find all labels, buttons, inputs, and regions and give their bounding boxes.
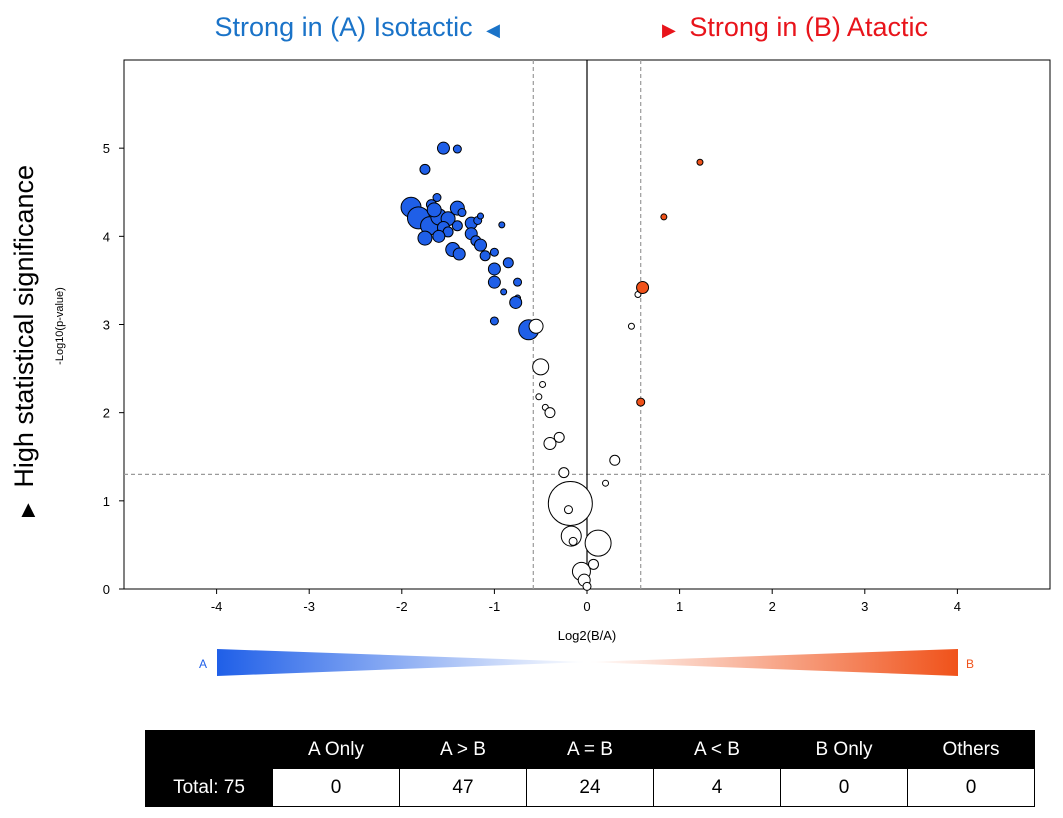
data-point-neutral: [627, 322, 635, 330]
data-point-a: [489, 247, 499, 257]
data-point-neutral: [582, 581, 592, 591]
data-point-a: [457, 208, 467, 218]
right-pointer-icon: ▶: [662, 20, 676, 40]
summary-table-header-row: A Only A > B A = B A < B B Only Others: [145, 730, 1035, 769]
side-label-text: High statistical significance: [9, 165, 39, 488]
data-point-b: [660, 213, 668, 221]
x-tick-label: -1: [489, 599, 501, 614]
data-point-neutral: [528, 318, 544, 334]
data-point-neutral: [563, 505, 573, 515]
data-point-a: [477, 212, 485, 220]
y-tick-label: 1: [103, 494, 110, 509]
data-point-b: [636, 280, 650, 294]
data-point-a: [436, 141, 450, 155]
data-point-a: [451, 220, 463, 232]
data-point-a: [500, 288, 508, 296]
y-tick-label: 4: [103, 229, 110, 244]
data-point-a: [474, 238, 488, 252]
data-point-a: [498, 221, 506, 229]
data-point-neutral: [587, 558, 599, 570]
x-tick-label: 0: [583, 599, 590, 614]
y-axis-label: -Log10(p-value): [54, 287, 66, 365]
x-tick-label: 3: [861, 599, 868, 614]
data-point-a: [487, 275, 501, 289]
x-axis-label: Log2(B/A): [558, 628, 617, 643]
data-point-a: [487, 262, 501, 276]
summary-table: A Only A > B A = B A < B B Only Others T…: [145, 730, 1035, 807]
value-cell-a-greater-b: 47: [399, 768, 527, 807]
data-point-a: [479, 250, 491, 262]
header-cell-a-only: A Only: [272, 730, 400, 769]
data-point-neutral: [558, 467, 570, 479]
x-tick-label: -2: [396, 599, 408, 614]
data-point-a: [513, 277, 523, 287]
x-tick-label: 4: [954, 599, 961, 614]
data-point-neutral: [535, 393, 543, 401]
y-tick-label: 0: [103, 582, 110, 597]
data-point-neutral: [553, 431, 565, 443]
data-point-neutral: [584, 529, 612, 557]
summary-table-total-row: Total: 75 0 47 24 4 0 0: [145, 768, 1035, 807]
left-group-title-text: Strong in (A) Isotactic: [215, 12, 473, 42]
volcano-chart: Strong in (A) Isotactic ◀ ▶ Strong in (B…: [9, 12, 1051, 676]
header-cell-a-greater-b: A > B: [399, 730, 527, 769]
y-tick-label: 5: [103, 141, 110, 156]
header-cell-a-less-b: A < B: [653, 730, 781, 769]
left-group-title: Strong in (A) Isotactic ◀: [215, 12, 501, 42]
value-cell-b-only: 0: [780, 768, 908, 807]
data-points: [400, 141, 704, 591]
left-pointer-icon: ◀: [486, 20, 500, 40]
data-point-neutral: [568, 536, 578, 546]
data-point-a: [426, 202, 442, 218]
data-point-b: [636, 397, 646, 407]
data-point-a: [502, 257, 514, 269]
data-point-a: [452, 247, 466, 261]
legend-label-b: B: [966, 657, 974, 671]
total-count-cell: Total: 75: [145, 768, 273, 807]
data-point-neutral: [609, 454, 621, 466]
header-cell-b-only: B Only: [780, 730, 908, 769]
header-cell-others: Others: [907, 730, 1035, 769]
significance-side-label: ▶ High statistical significance: [9, 165, 39, 517]
data-point-neutral: [547, 480, 593, 526]
data-point-neutral: [543, 437, 557, 451]
data-point-a: [489, 316, 499, 326]
side-pointer-icon: ▶: [17, 503, 37, 517]
x-tick-label: -3: [303, 599, 315, 614]
value-cell-a-less-b: 4: [653, 768, 781, 807]
x-tick-label: 2: [769, 599, 776, 614]
right-group-title-text: Strong in (B) Atactic: [689, 12, 928, 42]
legend-wedge-b: [587, 649, 958, 676]
data-point-neutral: [544, 407, 556, 419]
value-cell-a-equal-b: 24: [526, 768, 654, 807]
y-tick-label: 3: [103, 318, 110, 333]
header-cell-blank: [145, 730, 273, 769]
y-tick-label: 2: [103, 406, 110, 421]
right-group-title: ▶ Strong in (B) Atactic: [662, 12, 928, 42]
data-point-a: [432, 193, 442, 203]
data-point-a: [419, 163, 431, 175]
legend-wedge-a: [217, 649, 587, 676]
data-point-a: [452, 144, 462, 154]
data-point-a: [432, 229, 446, 243]
data-point-neutral: [539, 380, 547, 388]
legend-label-a: A: [199, 657, 207, 671]
x-tick-label: -4: [211, 599, 223, 614]
header-cell-a-equal-b: A = B: [526, 730, 654, 769]
data-point-a: [417, 230, 433, 246]
data-point-b: [696, 158, 704, 166]
data-point-a: [509, 295, 523, 309]
x-axis-ticks: -4 -3 -2 -1 0 1 2 3 4: [211, 589, 961, 614]
data-point-neutral: [532, 358, 550, 376]
value-cell-others: 0: [907, 768, 1035, 807]
data-point-neutral: [602, 479, 610, 487]
value-cell-a-only: 0: [272, 768, 400, 807]
y-axis-ticks: 0 1 2 3 4 5: [103, 141, 124, 597]
x-tick-label: 1: [676, 599, 683, 614]
